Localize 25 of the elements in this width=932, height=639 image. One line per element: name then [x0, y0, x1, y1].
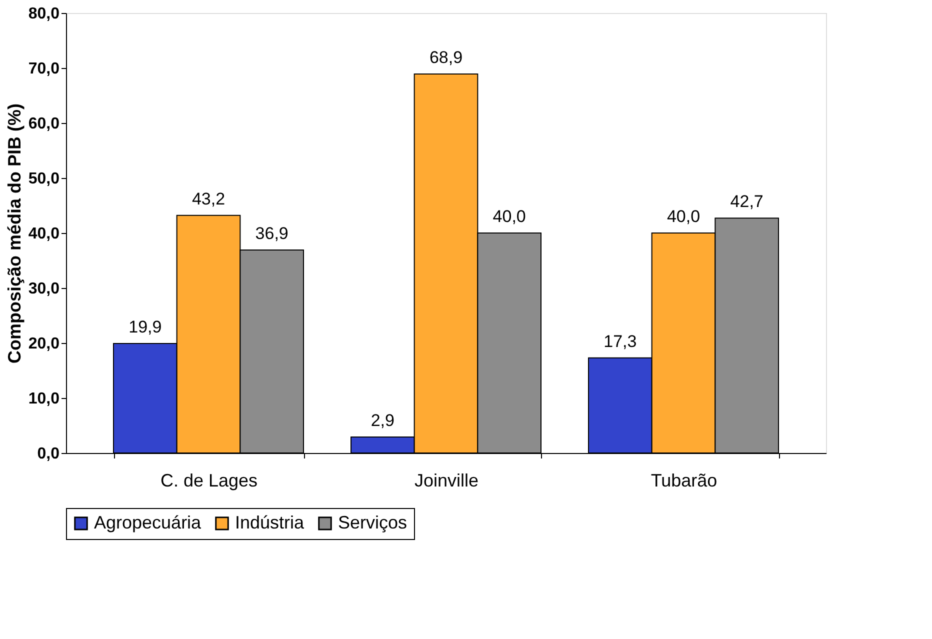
data-label: 2,9 [370, 411, 394, 430]
y-tick-label: 70,0 [28, 60, 60, 78]
data-label: 17,3 [604, 332, 637, 351]
data-label: 40,0 [666, 207, 700, 226]
data-label: 36,9 [255, 224, 288, 244]
data-label: 42,7 [730, 192, 764, 212]
legend-label: Agropecuária [94, 512, 202, 532]
y-tick-label: 10,0 [28, 390, 60, 408]
legend-label: Indústria [235, 512, 306, 532]
y-tick-label: 0,0 [37, 446, 60, 462]
data-label: 19,9 [128, 318, 162, 337]
y-axis-title: Composição média do PIB (%) [4, 103, 24, 364]
y-tick-label: 80,0 [28, 6, 60, 22]
x-tick-label: Joinville [414, 470, 479, 490]
y-tick-label: 50,0 [28, 170, 60, 188]
data-label: 43,2 [192, 189, 226, 208]
y-tick-label: 40,0 [28, 226, 60, 242]
y-tick-label: 30,0 [28, 280, 60, 298]
y-tick-label: 20,0 [28, 336, 60, 352]
data-label: 68,9 [429, 48, 463, 68]
x-tick-label: Tubarão [650, 470, 718, 490]
y-tick-label: 60,0 [28, 116, 60, 132]
data-label: 40,0 [492, 207, 526, 226]
legend-label: Serviços [338, 512, 408, 532]
x-tick-label: C. de Lages [160, 470, 258, 490]
